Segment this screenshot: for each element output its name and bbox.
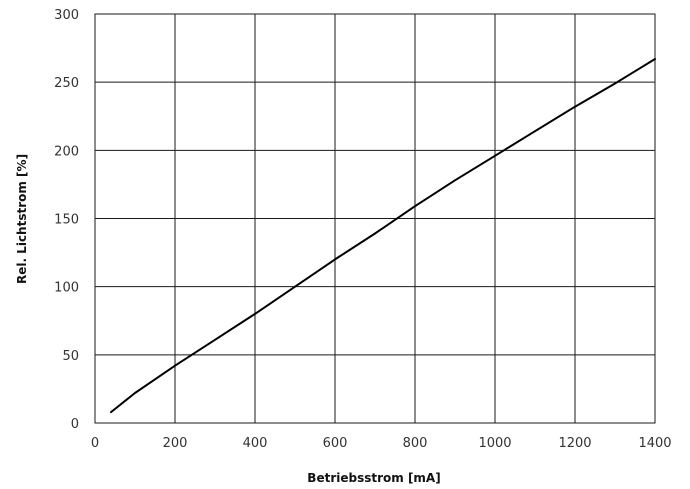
y-tick-label: 200 — [54, 144, 79, 159]
y-tick-label: 250 — [54, 76, 79, 91]
series-line — [110, 58, 656, 414]
series-group — [110, 58, 656, 414]
y-tick-label: 50 — [62, 349, 79, 364]
y-tick-label: 300 — [54, 8, 79, 23]
x-tick-label: 200 — [163, 436, 188, 451]
x-tick-label: 400 — [243, 436, 268, 451]
y-axis-label: Rel. Lichtstrom [%] — [15, 154, 29, 284]
y-tick-label: 0 — [71, 417, 79, 432]
x-tick-label: 1200 — [558, 436, 591, 451]
x-tick-label: 800 — [403, 436, 428, 451]
x-tick-label: 1400 — [638, 436, 671, 451]
tick-labels: 0 200 400 600 800 1000 1200 1400 0 50 100 150 200 250… — [54, 8, 671, 451]
grid — [94, 13, 656, 424]
x-tick-label: 0 — [91, 436, 99, 451]
y-tick-label: 100 — [54, 281, 79, 296]
y-tick-label: 150 — [54, 213, 79, 228]
x-axis-label: Betriebsstrom [mA] — [307, 471, 440, 485]
x-tick-label: 1000 — [478, 436, 511, 451]
x-tick-label: 600 — [323, 436, 348, 451]
plot-frame — [94, 13, 656, 424]
